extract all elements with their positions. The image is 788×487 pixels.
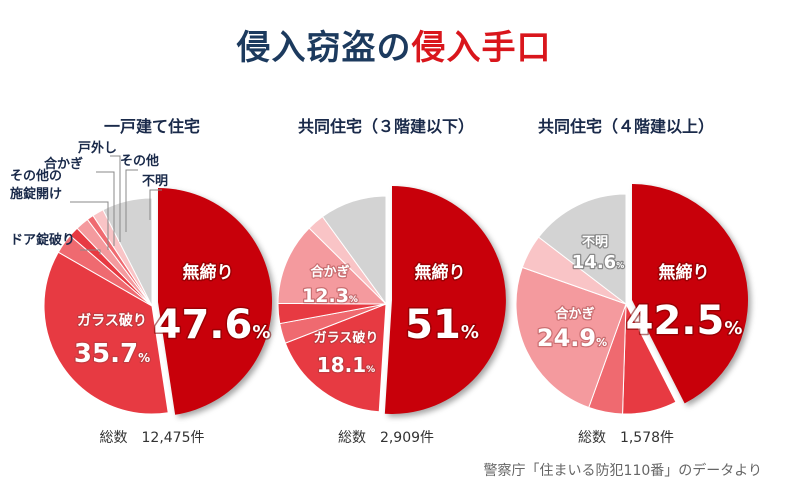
slice-label-3-3: 合かぎ [555,306,594,322]
source-note: 警察庁「住まいる防犯110番」のデータより [483,463,762,479]
slice-label-2-4: 合かぎ [310,264,349,280]
slice-label-1-1: ガラス破り [77,312,147,329]
slice-label-3-0: 無締り [659,262,710,283]
slice-value-3-0: 42.5% [626,298,743,344]
callout-label-6: その他 [120,153,159,169]
callout-line-3 [110,155,121,242]
callout-label-5: 戸外し [78,140,117,156]
callout-line-0 [80,249,101,255]
pie-total-1: 総数 12,475件 [100,430,205,446]
pie-slice-不明 [537,193,627,306]
pie-title-3: 共同住宅（４階建以上） [538,117,714,136]
callout-line-2 [96,171,115,246]
callout-line-4 [125,169,138,232]
pie-slice-ガラス破り [43,251,169,415]
callout-label-7: 不明 [142,174,168,189]
chart-title: 侵入窃盗の侵入手口 [0,20,788,69]
pie-slice-不明 [102,197,153,307]
slice-label-1-0: 無締り [183,262,234,283]
title-part2: 侵入手口 [411,28,552,68]
slice-label-3-5: 不明 [582,235,608,250]
pie-slice-無締り [632,184,749,404]
title-part1: 侵入窃盗の [236,28,412,68]
slice-label-2-0: 無締り [415,262,466,283]
pie-chart-2 [277,186,506,414]
callout-label-3: その他の施錠開け [10,168,62,202]
pie-chart-1 [43,188,273,415]
pie-slice-合かぎ [515,266,627,409]
slice-value-3-5: 14.6% [572,252,624,273]
pie-slice-合かぎ [277,227,388,305]
callout-line-5 [149,189,162,220]
pie-slice-無締り [158,188,273,415]
pie-slice-ガラス破り [284,303,387,413]
pie-slice-無締り [384,186,506,414]
callout-label-2: ドア錠破り [10,232,75,248]
pie-chart-3 [515,184,749,415]
slice-value-3-3: 24.9% [537,324,607,352]
pie-title-2: 共同住宅（３階建以下） [298,117,474,136]
pie-title-1: 一戸建て住宅 [104,117,200,136]
callout-line-1 [70,201,109,250]
callout-label-4: 合かぎ [44,156,83,172]
slice-value-1-0: 47.6% [154,302,271,348]
slice-label-2-1: ガラス破り [314,330,379,346]
pie-slice-unlabeled-6 [321,195,387,306]
pie-total-2: 総数 2,909件 [338,430,434,446]
pie-total-3: 総数 1,578件 [578,430,674,446]
